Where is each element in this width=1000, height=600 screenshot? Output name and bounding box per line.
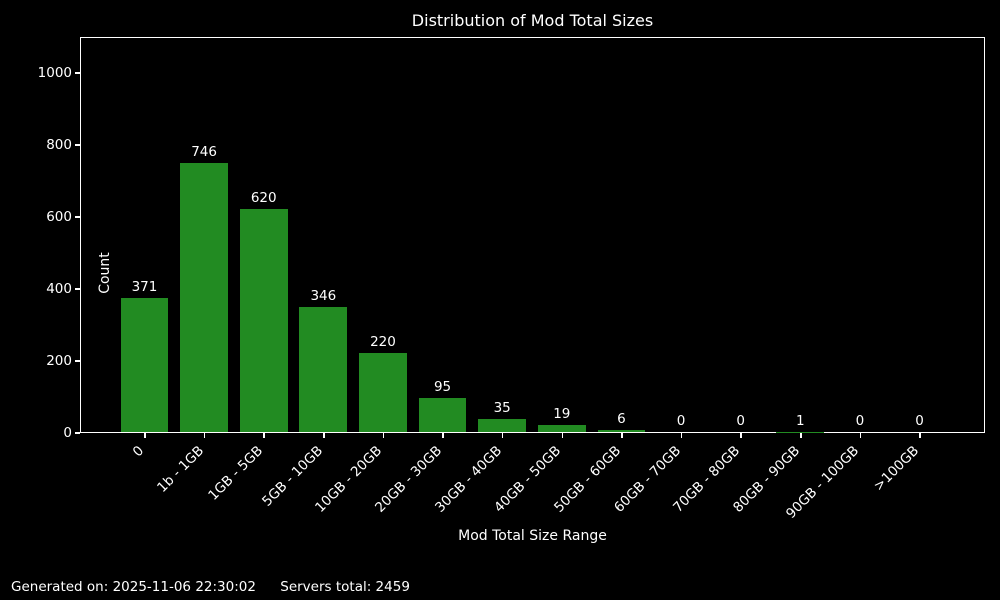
y-tick [75,360,80,362]
y-axis-label: Count [97,252,113,294]
x-tick [621,433,623,438]
x-tick-label: 10GB - 20GB [312,442,386,516]
x-tick [859,433,862,438]
bar-value-label: 6 [617,410,626,427]
y-tick [75,216,80,218]
x-tick [203,433,206,438]
x-tick-label: 70GB - 80GB [670,442,744,516]
bar-value-label: 0 [736,413,745,429]
bar [597,429,646,432]
y-tick-label: 200 [46,353,72,369]
x-tick-label: 20GB - 30GB [372,442,446,516]
bar-value-label: 1 [795,412,805,429]
bar [120,298,169,432]
bar-value-label: 0 [915,413,924,429]
x-tick-label: 5GB - 10GB [259,442,326,510]
bar-value-label: 620 [250,189,277,206]
x-tick [740,433,742,438]
y-tick-label: 1000 [37,65,72,81]
x-tick-label: 30GB - 40GB [431,442,505,516]
bar [537,425,586,432]
x-tick [144,433,146,438]
x-tick [382,433,385,438]
y-tick-label: 0 [63,425,72,441]
x-tick-label: 1b - 1GB [153,442,207,496]
bar-value-label: 0 [855,413,865,429]
x-tick [442,433,444,438]
bar-value-label: 371 [131,279,158,296]
y-tick [75,432,80,434]
bar [180,163,228,432]
bar [299,307,348,432]
bar-value-label: 746 [191,144,217,161]
x-tick-label: 90GB - 100GB [783,442,863,522]
bar-value-label: 19 [553,406,571,423]
x-tick-label: >100GB [870,442,923,495]
y-tick [75,144,80,146]
chart-title: Distribution of Mod Total Sizes [411,11,654,30]
bar [478,419,527,432]
x-tick [561,433,564,438]
x-tick-label: 1GB - 5GB [205,442,267,504]
servers-total: Servers total: 2459 [280,579,410,595]
footer: Generated on: 2025-11-06 22:30:02 Server… [11,579,410,595]
x-tick [323,433,325,438]
x-tick [680,433,683,438]
x-tick-label: 50GB - 60GB [551,442,625,516]
y-tick [75,288,80,290]
y-tick-label: 600 [46,209,72,225]
bar-value-label: 0 [676,413,686,429]
bar-value-label: 220 [370,333,396,350]
bar-value-label: 95 [433,378,452,395]
x-tick-label: 80GB - 90GB [729,442,803,516]
x-axis-label: Mod Total Size Range [458,528,607,544]
bar [418,397,467,432]
x-tick-label: 60GB - 70GB [610,442,684,516]
x-tick [800,433,802,438]
y-tick-label: 400 [46,281,72,297]
bar-value-label: 346 [310,288,337,305]
x-tick [263,433,265,438]
generated-timestamp: Generated on: 2025-11-06 22:30:02 [11,579,256,595]
x-tick-label: 0 [129,442,148,461]
x-tick [501,433,504,438]
plot-area: Count 371 746 620 346 220 95 35 19 6 0 0 1 0 0 [80,37,985,433]
bar [359,352,407,432]
x-tick-label: 40GB - 50GB [491,442,565,516]
y-tick-label: 800 [46,137,72,153]
y-tick [75,72,80,74]
bar [239,208,288,432]
bar-value-label: 35 [493,400,511,417]
x-tick [919,433,921,438]
